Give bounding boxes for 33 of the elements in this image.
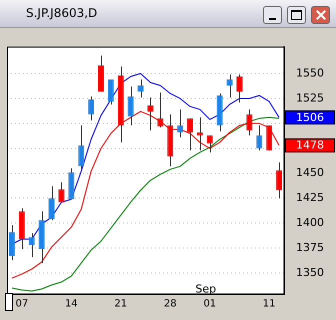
candlestick (187, 118, 193, 151)
chart-title: S.JP.J8603,D (26, 6, 98, 20)
y2-tick-label: 1506 (296, 110, 324, 124)
y2-tick-label: 1478 (296, 138, 324, 152)
candlestick (128, 86, 134, 126)
x-tick-label: 11 (262, 298, 276, 310)
candlestick (206, 134, 213, 153)
candlestick (88, 96, 94, 121)
candlestick (108, 79, 114, 105)
y-tick-label: 1550 (296, 66, 324, 80)
y-tick-label: 1350 (296, 266, 324, 279)
candlestick (196, 116, 203, 151)
candlestick (48, 186, 54, 221)
x-tick-label: 21 (114, 298, 128, 310)
candlestick (138, 79, 144, 98)
candlestick (98, 55, 104, 92)
annotation: Sep (195, 282, 216, 296)
x-tick-label: 28 (164, 298, 177, 310)
x-tick-label: 14 (64, 298, 78, 310)
x-tick-label: 07 (15, 298, 28, 310)
candlestick (226, 74, 233, 98)
y-tick-label: 1425 (296, 191, 324, 204)
y-tick-label: 1450 (296, 166, 324, 180)
y-tick-label: 1525 (296, 91, 324, 104)
y-tick-label: 1375 (296, 240, 324, 254)
candlestick (177, 108, 184, 138)
candlestick (58, 182, 64, 203)
x-tick-label: 01 (203, 298, 216, 310)
y-tick-label: 1400 (296, 216, 324, 230)
candlestick (78, 124, 84, 170)
candlestick (8, 224, 15, 261)
candlestick (236, 74, 242, 103)
candlestick (276, 162, 282, 199)
